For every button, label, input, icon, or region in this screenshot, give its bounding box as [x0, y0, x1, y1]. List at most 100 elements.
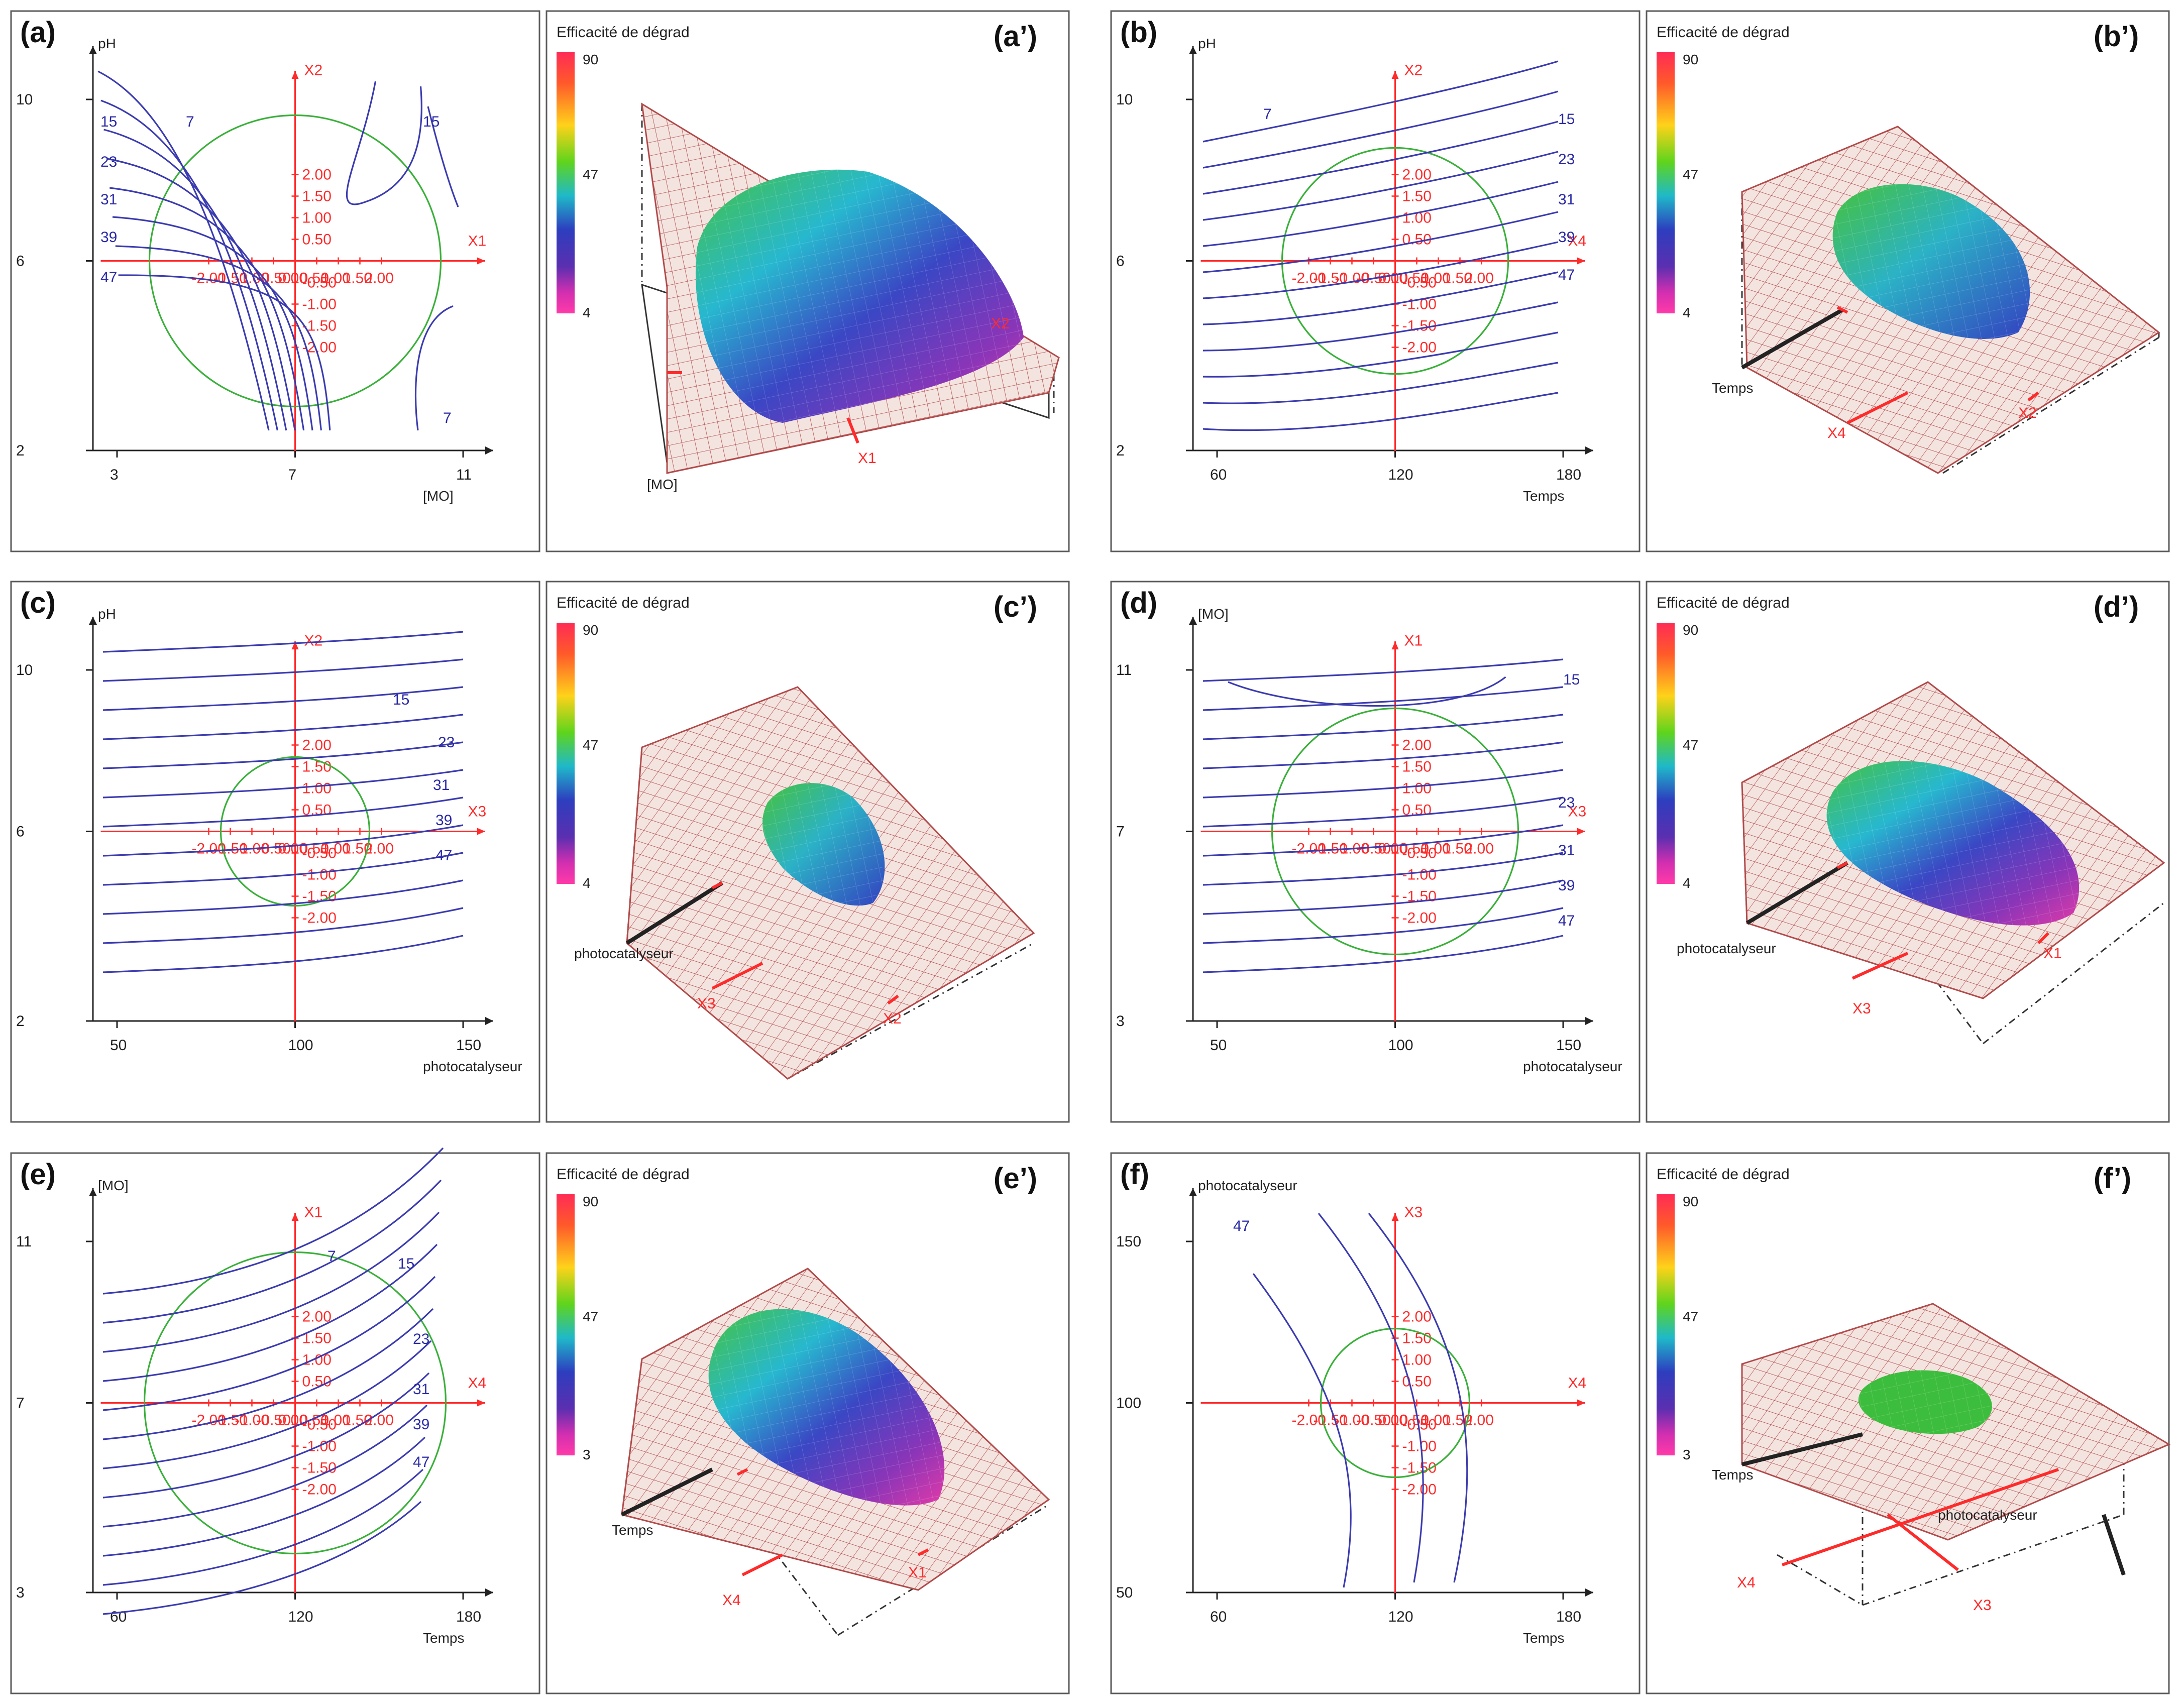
contour-line	[1203, 241, 1559, 299]
color-scale-label: 90	[583, 1194, 598, 1209]
panel-label: (d)	[1120, 587, 1157, 619]
contour-line	[118, 274, 331, 431]
z-title: Efficacité de dégrad	[557, 1166, 690, 1183]
color-scale-label: 90	[583, 622, 598, 638]
contour-label: 15	[1558, 111, 1575, 128]
coded-x-tick-label: -0.50	[257, 1412, 291, 1429]
coded-x-arrow	[477, 1399, 485, 1407]
color-scale-label: 90	[1683, 622, 1698, 638]
coded-y-tick-label: -1.00	[1402, 1438, 1437, 1455]
color-scale-label: 90	[1683, 1194, 1698, 1209]
panel-label: (f’)	[2094, 1162, 2131, 1195]
surface-axis-label: photocatalyseur	[574, 946, 674, 961]
y-axis-arrow	[89, 617, 97, 625]
coded-y-tick-label: 0.50	[1402, 1374, 1432, 1390]
contour-line	[1368, 1213, 1468, 1583]
contour-line	[1203, 796, 1564, 828]
panel-frame	[1110, 581, 1641, 1123]
y-axis-title: photocatalyseur	[1198, 1178, 1297, 1193]
y-tick-label: 6	[1116, 253, 1125, 270]
surface-axis-label: X4	[1827, 425, 1846, 441]
coded-axis-bar	[736, 1468, 748, 1476]
contour-label: 23	[100, 154, 117, 170]
contour-line	[1203, 686, 1564, 711]
color-scale-label: 47	[1683, 737, 1698, 753]
contour-line	[102, 1404, 428, 1528]
contour-line	[102, 1308, 434, 1440]
coded-y-tick-label: 2.00	[302, 737, 332, 754]
y-tick-label: 10	[1116, 91, 1133, 108]
x-tick-label: 60	[1210, 1609, 1227, 1625]
x-axis-arrow	[485, 446, 493, 454]
coded-axis-bar	[1887, 1513, 1959, 1571]
panel-frame	[10, 581, 540, 1123]
contour-line	[1203, 852, 1564, 886]
axis-bar	[625, 881, 724, 945]
color-scale	[1657, 1194, 1675, 1455]
coded-x-name: X3	[468, 804, 487, 820]
coded-x-tick-label: 0.00	[278, 1412, 307, 1429]
surface-axis-label: X4	[722, 1592, 741, 1609]
contour-line	[427, 106, 459, 207]
coded-y-tick-label: -2.00	[1402, 910, 1437, 927]
coded-x-tick-label: 0.00	[278, 841, 307, 857]
coded-x-name: X3	[1568, 804, 1587, 820]
contour-line	[103, 129, 287, 431]
y-tick-label: 6	[16, 253, 25, 270]
color-scale-label: 47	[583, 1309, 598, 1324]
x-tick-label: 50	[1210, 1037, 1227, 1054]
contour-label: 15	[1563, 671, 1580, 688]
coded-y-name: X2	[304, 633, 323, 649]
surface-axis-label: X3	[1973, 1597, 1992, 1614]
design-region-mesh	[762, 783, 885, 906]
coded-y-arrow	[291, 71, 299, 79]
coded-x-name: X4	[1568, 233, 1587, 250]
surface-panel-b': (b’) Efficacité de dégrad 90 47 4 Temps X4 X2	[1646, 10, 2170, 552]
panel-label: (b’)	[2094, 20, 2139, 53]
color-scale-label: 4	[583, 305, 591, 320]
coded-x-arrow	[477, 828, 485, 835]
coded-x-tick-label: 1.00	[321, 270, 351, 287]
surface-axis-label: Temps	[612, 1522, 653, 1538]
coded-y-tick-label: 1.50	[302, 759, 332, 775]
contour-line	[102, 1276, 436, 1411]
color-scale-label: 3	[1683, 1447, 1691, 1462]
contour-line	[102, 1211, 440, 1353]
coded-axis-bar	[887, 994, 899, 1005]
y-tick-label: 11	[16, 1233, 32, 1250]
coded-x-tick-label: 2.00	[1465, 270, 1494, 287]
coded-y-tick-label: -2.00	[1402, 1482, 1437, 1498]
color-scale-label: 3	[583, 1447, 591, 1462]
surface-panel-d': (d’) Efficacité de dégrad 90 47 4 photocataly…	[1646, 581, 2170, 1123]
base-box-edge	[787, 942, 1034, 1080]
x-tick-label: 50	[110, 1037, 127, 1054]
y-axis-arrow	[1189, 617, 1197, 625]
coded-x-tick-label: 1.00	[1422, 1412, 1451, 1429]
contour-line	[1203, 362, 1559, 404]
contour-line	[100, 99, 278, 431]
coded-y-tick-label: 0.50	[302, 232, 332, 248]
contour-line	[1203, 658, 1564, 682]
contour-label: 31	[433, 777, 450, 793]
coded-y-tick-label: 1.50	[1402, 188, 1432, 205]
contour-label: 7	[327, 1248, 336, 1265]
coded-x-tick-label: 2.00	[1465, 841, 1494, 857]
contour-line	[102, 658, 464, 682]
x-axis-title: photocatalyseur	[423, 1059, 522, 1074]
axis-bar	[1741, 1432, 1863, 1466]
surface-panel-e': (e’) Efficacité de dégrad 90 47 3 Temps X4 X1	[545, 1152, 1070, 1694]
panel-label: (b)	[1120, 16, 1157, 49]
coded-y-tick-label: 2.00	[302, 167, 332, 183]
coded-x-tick-label: 0.50	[300, 270, 329, 287]
contour-line	[102, 852, 464, 886]
coded-y-tick-label: 2.00	[1402, 167, 1432, 183]
y-tick-label: 3	[16, 1584, 25, 1601]
contour-line	[1203, 935, 1564, 973]
color-scale-label: 47	[583, 737, 598, 753]
design-region-mesh	[1858, 1370, 1992, 1434]
coded-axis-bar	[741, 1553, 784, 1576]
base-box-edge	[1942, 336, 2159, 474]
axis-bar	[2102, 1514, 2126, 1576]
y-tick-label: 150	[1116, 1233, 1141, 1250]
color-scale-label: 4	[583, 875, 591, 891]
